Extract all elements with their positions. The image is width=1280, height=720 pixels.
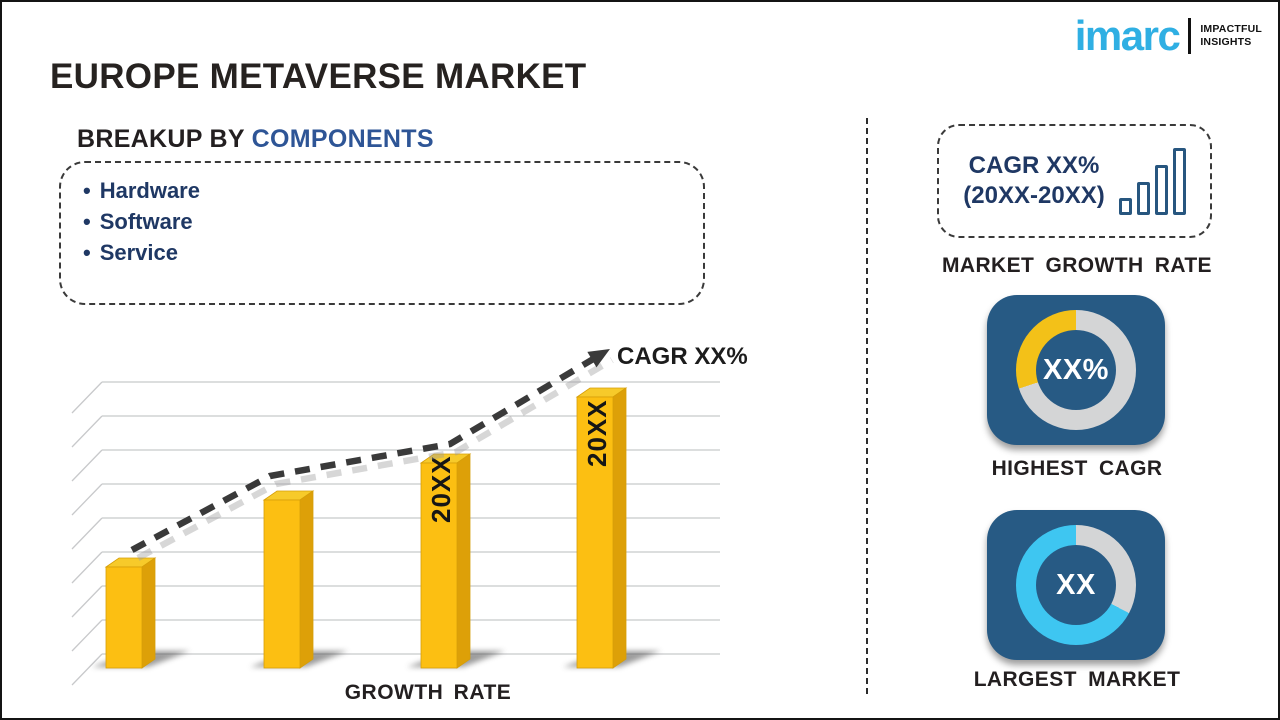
logo-tagline: IMPACTFUL INSIGHTS xyxy=(1200,23,1262,48)
list-item: Software xyxy=(83,206,703,237)
bar-3-year-label: 20XX xyxy=(426,455,456,523)
largest-market-donut-icon: XX xyxy=(1016,525,1136,645)
bar-4-year-label: 20XX xyxy=(582,399,612,467)
logo-tagline-line1: IMPACTFUL xyxy=(1200,23,1262,36)
cagr-line2: (20XX-20XX) xyxy=(963,182,1105,209)
growth-rate-bar-chart: 20XX 20XX xyxy=(64,340,744,690)
highest-cagr-tile: XX% xyxy=(987,295,1165,445)
list-item: Hardware xyxy=(83,175,703,206)
trend-line-shadow xyxy=(136,357,614,561)
components-list-box: Hardware Software Service xyxy=(59,161,705,305)
trend-line xyxy=(130,352,602,553)
highest-cagr-value: XX% xyxy=(1036,330,1116,410)
highest-cagr-label: HIGHEST CAGR xyxy=(991,457,1163,480)
cagr-value-text: CAGR XX% (20XX-20XX) xyxy=(963,151,1104,211)
components-list: Hardware Software Service xyxy=(83,175,703,268)
cagr-line1: CAGR XX% xyxy=(968,152,1100,179)
logo-separator xyxy=(1188,18,1192,54)
breakup-heading-prefix: BREAKUP BY xyxy=(77,125,252,153)
imarc-wordmark: imarc xyxy=(1074,12,1181,59)
bars xyxy=(104,387,628,669)
bar-3 xyxy=(419,453,472,669)
breakup-heading: BREAKUP BY COMPONENTS xyxy=(77,125,434,154)
imarc-logo: imarc IMPACTFUL INSIGHTS xyxy=(1075,15,1262,57)
section-divider xyxy=(866,118,868,694)
market-growth-rate-label: MARKET GROWTH RATE xyxy=(942,254,1212,277)
trend-arrowhead-icon xyxy=(587,349,610,368)
breakup-heading-highlight: COMPONENTS xyxy=(251,125,434,153)
bar-4 xyxy=(575,387,628,669)
bar-2 xyxy=(262,490,315,669)
chart-x-axis-label: GROWTH RATE xyxy=(344,681,512,704)
largest-market-value: XX xyxy=(1036,545,1116,625)
largest-market-label: LARGEST MARKET xyxy=(973,668,1181,691)
logo-tagline-line2: INSIGHTS xyxy=(1200,36,1252,48)
highest-cagr-donut-icon: XX% xyxy=(1016,310,1136,430)
cagr-annotation: CAGR XX% xyxy=(617,343,748,370)
market-growth-rate-box: CAGR XX% (20XX-20XX) xyxy=(937,124,1212,238)
growth-bars-icon xyxy=(1118,147,1186,215)
largest-market-tile: XX xyxy=(987,510,1165,660)
bar-1 xyxy=(104,557,157,669)
list-item: Service xyxy=(83,237,703,268)
page-title: EUROPE METAVERSE MARKET xyxy=(50,57,587,96)
bar-chart-svg: 20XX 20XX xyxy=(71,349,720,686)
